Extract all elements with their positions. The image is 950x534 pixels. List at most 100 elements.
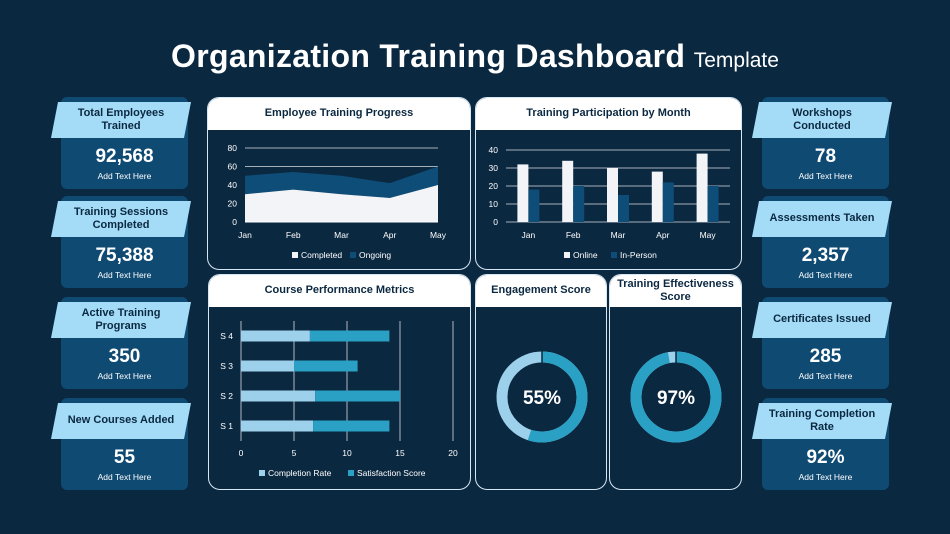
bar-completion-rate [241, 360, 294, 372]
bar-completion-rate [241, 390, 316, 402]
kpi-note: Add Text Here [798, 171, 853, 181]
x-tick-label: Jan [238, 230, 252, 240]
kpi-value: 92% [806, 447, 845, 468]
y-tick-label: 20 [228, 199, 238, 209]
y-tick-label: 40 [489, 145, 499, 155]
kpi-training-completion-rate: Training Completion Rate 92% Add Text He… [752, 398, 892, 490]
kpi-note: Add Text Here [798, 270, 853, 280]
legend-label: Online [573, 250, 598, 260]
title-main: Organization Training Dashboard [171, 38, 686, 74]
x-tick-label: May [700, 230, 717, 240]
x-tick-label: 10 [342, 448, 352, 458]
kpi-value: 55 [113, 447, 136, 468]
kpi-assessments-taken: Assessments Taken 2,357 Add Text Here [752, 196, 892, 288]
title-sub: Template [693, 49, 779, 72]
y-tick-label: 0 [232, 217, 237, 227]
y-tick-label: 30 [489, 163, 499, 173]
kpi-label: Certificates Issued [752, 302, 892, 338]
kpi-active-training-programs: Active Training Programs 350 Add Text He… [51, 297, 191, 389]
legend-swatch-completion-rate [259, 470, 265, 476]
panel-title: Employee Training Progress [208, 98, 470, 130]
y-tick-label: S 4 [220, 331, 233, 341]
kpi-certificates-issued: Certificates Issued 285 Add Text Here [752, 297, 892, 389]
legend-swatch-online [564, 252, 570, 258]
kpi-value: 2,357 [801, 245, 850, 266]
kpi-value: 285 [809, 346, 842, 367]
kpi-label: Workshops Conducted [752, 102, 892, 138]
y-tick-label: 10 [489, 199, 499, 209]
employee-training-progress-chart: 0 20 40 60 80 Jan Feb Mar Apr May Completed Ongoing [228, 143, 447, 260]
kpi-training-sessions-completed: Training Sessions Completed 75,388 Add T… [51, 196, 191, 288]
x-tick-label: 0 [239, 448, 244, 458]
y-tick-label: S 1 [220, 421, 233, 431]
donut-center-label: 55% [523, 388, 561, 409]
bar-completion-rate [241, 330, 310, 342]
bar-online [696, 153, 708, 222]
kpi-label: Training Completion Rate [752, 403, 892, 439]
y-tick-label: 80 [228, 143, 238, 153]
y-tick-label: S 2 [220, 391, 233, 401]
kpi-label: Total Employees Trained [51, 102, 191, 138]
kpi-value: 92,568 [95, 146, 154, 167]
kpi-note: Add Text Here [97, 472, 152, 482]
kpi-note: Add Text Here [97, 270, 152, 280]
panel-title: Engagement Score [476, 275, 606, 307]
x-tick-label: Mar [611, 230, 626, 240]
course-performance-panel: 0 5 10 15 20 S 1 S 2 S 3 S 4 Completion Rate Satis… [208, 274, 471, 490]
bar-online [651, 171, 663, 222]
bar-satisfaction-score [315, 390, 400, 402]
y-tick-label: 20 [489, 181, 499, 191]
kpi-note: Add Text Here [798, 371, 853, 381]
bar-completion-rate [241, 420, 314, 432]
legend-swatch-ongoing [350, 252, 356, 258]
donut-center-label: 97% [657, 388, 695, 409]
kpi-value: 78 [814, 146, 837, 167]
legend-label: In-Person [620, 250, 657, 260]
training-participation-chart: 0 10 20 30 40 Jan Feb Mar Apr May Online In-Person [489, 145, 730, 260]
bar-satisfaction-score [294, 360, 358, 372]
x-tick-label: Jan [522, 230, 536, 240]
kpi-value: 75,388 [95, 245, 154, 266]
kpi-label: New Courses Added [51, 403, 191, 439]
ongoing-area [245, 166, 438, 198]
y-tick-label: 40 [228, 180, 238, 190]
legend-label: Satisfaction Score [357, 468, 426, 478]
bar-in-person [662, 182, 674, 222]
y-tick-label: 0 [493, 217, 498, 227]
legend-swatch-in-person [611, 252, 617, 258]
panel-title: Training Participation by Month [476, 98, 741, 130]
bar-satisfaction-score [313, 420, 390, 432]
bar-in-person [707, 186, 719, 222]
bar-in-person [528, 189, 540, 222]
kpi-note: Add Text Here [97, 171, 152, 181]
kpi-label: Assessments Taken [752, 201, 892, 237]
kpi-label: Training Sessions Completed [51, 201, 191, 237]
bar-online [517, 164, 529, 222]
x-tick-label: Apr [656, 230, 669, 240]
kpi-workshops-conducted: Workshops Conducted 78 Add Text Here [752, 97, 892, 189]
panel-title: Course Performance Metrics [209, 275, 470, 307]
employee-training-progress-panel: 0 20 40 60 80 Jan Feb Mar Apr May Completed Ongoing… [207, 97, 471, 270]
bar-in-person [573, 186, 585, 222]
panel-title: Training Effectiveness Score [610, 275, 741, 307]
kpi-new-courses-added: New Courses Added 55 Add Text Here [51, 398, 191, 490]
training-participation-panel: 0 10 20 30 40 Jan Feb Mar Apr May Online In-Person … [475, 97, 742, 270]
legend-swatch-satisfaction-score [348, 470, 354, 476]
bar-online [607, 168, 618, 222]
engagement-score-panel: 55% Engagement Score [475, 274, 607, 490]
x-tick-label: 15 [395, 448, 405, 458]
x-tick-label: May [430, 230, 447, 240]
engagement-score-donut: 55% [496, 351, 588, 443]
x-tick-label: Feb [566, 230, 581, 240]
x-tick-label: Apr [383, 230, 396, 240]
legend-label: Ongoing [359, 250, 391, 260]
course-performance-chart: 0 5 10 15 20 S 1 S 2 S 3 S 4 Completion Rate Satis… [220, 321, 458, 478]
legend-label: Completion Rate [268, 468, 332, 478]
bar-satisfaction-score [309, 330, 390, 342]
kpi-note: Add Text Here [97, 371, 152, 381]
legend-label: Completed [301, 250, 342, 260]
y-tick-label: S 3 [220, 361, 233, 371]
legend-swatch-completed [292, 252, 298, 258]
x-tick-label: Feb [286, 230, 301, 240]
training-effectiveness-donut: 97% [630, 351, 722, 443]
